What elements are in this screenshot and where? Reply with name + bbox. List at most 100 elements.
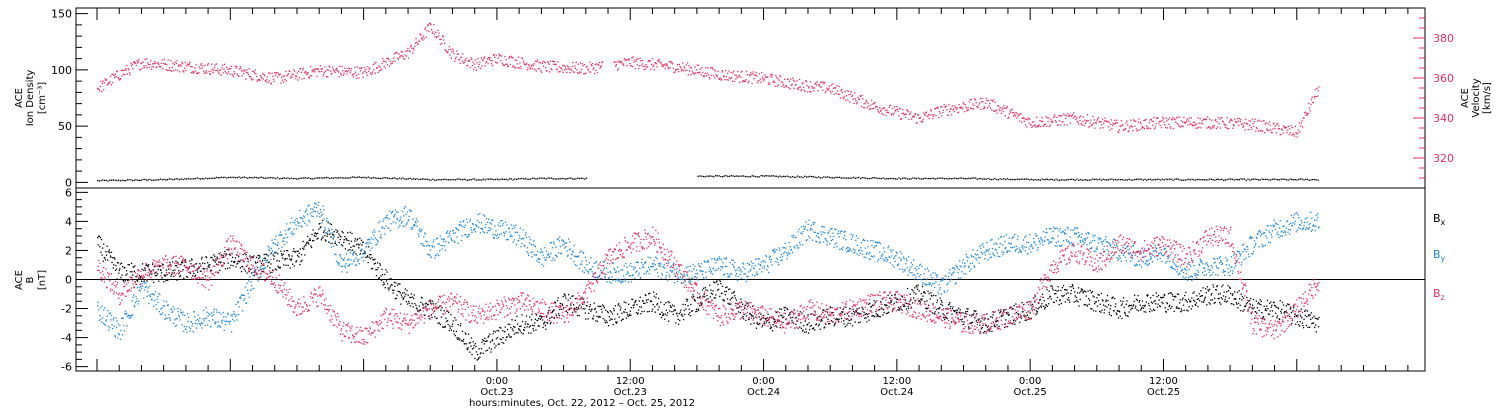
bx-point xyxy=(473,344,475,347)
bx-point xyxy=(1062,285,1065,287)
bx-point xyxy=(602,317,604,320)
bx-point xyxy=(352,249,354,251)
velocity-point xyxy=(249,75,252,78)
velocity-point xyxy=(366,74,368,76)
velocity-point xyxy=(820,81,822,83)
by-point xyxy=(240,297,242,300)
by-point xyxy=(184,314,186,316)
bx-point xyxy=(779,308,781,310)
bx-point xyxy=(1247,300,1250,302)
density-point xyxy=(1149,178,1151,180)
bx-point xyxy=(354,240,356,242)
bx-point xyxy=(956,311,958,313)
bx-point xyxy=(1227,285,1229,287)
velocity-point xyxy=(228,71,230,73)
bx-point xyxy=(1190,308,1192,310)
by-point xyxy=(122,317,124,319)
density-point xyxy=(180,178,183,180)
bx-point xyxy=(508,333,510,335)
bx-point xyxy=(1251,307,1253,309)
bx-point xyxy=(1022,311,1024,313)
velocity-point xyxy=(1317,90,1319,92)
density-point xyxy=(315,177,317,179)
bx-point xyxy=(1065,289,1067,291)
bx-point xyxy=(809,328,811,331)
bx-point xyxy=(763,315,765,317)
velocity-point xyxy=(414,45,416,47)
by-point xyxy=(151,299,153,301)
velocity-point xyxy=(210,70,212,72)
bx-point xyxy=(273,258,275,260)
bx-point xyxy=(1192,299,1195,301)
density-point xyxy=(1076,178,1078,180)
by-point xyxy=(213,311,215,313)
velocity-point xyxy=(345,70,347,72)
bx-point xyxy=(1020,317,1022,319)
bx-point xyxy=(1151,302,1154,304)
density-point xyxy=(159,178,162,180)
bx-point xyxy=(454,317,456,319)
bx-point xyxy=(1086,305,1089,307)
bx-point xyxy=(697,308,699,310)
velocity-point xyxy=(527,67,529,69)
by-point xyxy=(102,317,104,319)
bx-point xyxy=(588,308,590,311)
density-point xyxy=(261,176,263,178)
bx-point xyxy=(133,270,135,272)
by-point xyxy=(210,325,212,328)
bx-point xyxy=(835,318,838,320)
velocity-point xyxy=(295,78,297,80)
bx-point xyxy=(219,262,222,264)
bx-point xyxy=(696,310,698,312)
velocity-point xyxy=(665,64,667,66)
bx-point xyxy=(474,343,476,345)
bx-point xyxy=(583,301,585,303)
velocity-point xyxy=(1192,125,1194,127)
bx-point xyxy=(126,273,128,275)
velocity-point xyxy=(1031,121,1034,123)
bx-point xyxy=(328,230,330,232)
bx-point xyxy=(1074,295,1076,297)
bx-point xyxy=(1081,289,1083,292)
bx-point xyxy=(1154,309,1156,311)
velocity-point xyxy=(534,60,537,62)
density-point xyxy=(821,177,823,179)
density-tick-label: 150 xyxy=(51,8,72,21)
by-point xyxy=(198,320,200,322)
density-point xyxy=(905,177,907,179)
bx-point xyxy=(601,304,604,306)
velocity-point xyxy=(1176,122,1178,124)
bx-point xyxy=(936,301,938,304)
bx-point xyxy=(315,233,318,235)
velocity-point xyxy=(1181,125,1183,127)
density-point xyxy=(1177,178,1179,180)
velocity-point xyxy=(980,101,983,103)
bx-point xyxy=(1055,293,1057,295)
bx-point xyxy=(290,258,293,260)
bx-point xyxy=(981,317,983,320)
by-point xyxy=(121,317,123,320)
bx-point xyxy=(637,312,639,314)
velocity-point xyxy=(446,51,448,53)
velocity-point xyxy=(794,84,797,86)
bx-point xyxy=(1119,315,1121,317)
velocity-point xyxy=(1164,124,1166,126)
bx-point xyxy=(757,309,759,311)
velocity-point xyxy=(754,74,757,76)
density-point xyxy=(735,175,738,177)
bx-point xyxy=(302,247,304,249)
bx-point xyxy=(230,260,233,262)
bx-point xyxy=(1255,311,1257,313)
by-point xyxy=(222,319,224,321)
by-point xyxy=(119,324,121,327)
bx-point xyxy=(378,278,380,280)
bx-point xyxy=(961,318,964,320)
velocity-point xyxy=(739,81,741,83)
bx-point xyxy=(195,263,198,265)
velocity-point xyxy=(399,56,401,58)
bx-point xyxy=(1268,313,1270,315)
velocity-point xyxy=(372,63,374,66)
bx-point xyxy=(742,315,744,318)
velocity-point xyxy=(237,74,239,77)
velocity-point xyxy=(704,72,706,74)
